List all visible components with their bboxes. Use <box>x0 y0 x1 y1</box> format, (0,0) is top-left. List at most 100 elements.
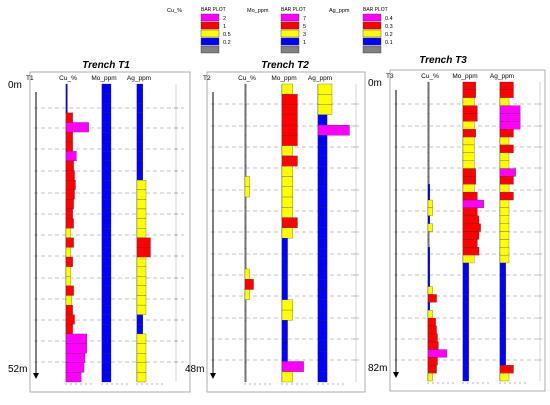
bar-segment <box>317 176 328 187</box>
bar-segment <box>136 112 143 123</box>
bar-segment <box>499 144 514 153</box>
bar-segment <box>499 81 514 90</box>
legend-value-label: 5 <box>303 24 306 30</box>
bar-segment <box>462 81 476 90</box>
bar-segment <box>427 97 430 106</box>
bar-segment <box>427 317 436 327</box>
bar-segment <box>499 231 510 240</box>
bar-segment <box>281 289 288 300</box>
bar-segment <box>462 270 469 279</box>
trench-panel-T2: Trench T2 T2 Cu_% Mo_ppm Ag_ppm 48m <box>185 60 366 393</box>
bar-segment <box>427 168 430 177</box>
bar-segment <box>462 341 469 350</box>
bar-segment <box>427 89 430 98</box>
column-header: Cu_% <box>59 75 77 82</box>
bar-segment <box>499 192 514 201</box>
bar-segment <box>427 192 431 201</box>
bar-segment <box>136 151 143 162</box>
bar-segment <box>317 351 328 362</box>
bar-segment <box>101 256 112 267</box>
bar-segment <box>244 196 247 208</box>
bar-segment <box>65 122 89 133</box>
bar-segment <box>462 223 481 232</box>
bar-segment <box>65 170 75 181</box>
column-header: Ag_ppm <box>127 75 151 82</box>
legend-variable-label: Cu_% <box>167 8 182 14</box>
bar-segment <box>281 258 288 270</box>
bar-segment <box>499 294 506 303</box>
bar-segment <box>101 151 112 162</box>
bar-segment <box>281 114 298 126</box>
bar-segment <box>281 371 293 383</box>
legend-value-label: 3 <box>303 32 306 38</box>
bar-segment <box>427 144 430 153</box>
bar-segment <box>427 373 433 382</box>
bar-segment <box>281 166 293 177</box>
bar-segment <box>65 141 73 152</box>
bar-segment <box>281 238 288 249</box>
legend-value-label: 0.3 <box>385 24 393 30</box>
bar-segment <box>462 302 469 311</box>
bar-segment <box>427 294 437 303</box>
bar-segment <box>427 215 431 224</box>
bar-segment <box>499 365 514 374</box>
bar-segment <box>101 333 112 344</box>
bar-segment <box>136 131 143 142</box>
legend-value-label: 0.5 <box>223 32 231 38</box>
bar-segment <box>65 304 73 315</box>
bar-segment <box>317 248 328 259</box>
legend-value-label: 1 <box>223 24 226 30</box>
legend-bar-plot-label: BAR PLOT <box>363 7 388 13</box>
bar-segment <box>462 160 475 169</box>
bar-segment <box>281 135 298 146</box>
bar-segment <box>281 299 293 311</box>
bar-segment <box>244 207 247 218</box>
bar-segment <box>499 184 510 193</box>
bar-segment <box>136 353 147 363</box>
bar-segment <box>136 304 147 315</box>
bar-segment <box>101 103 112 113</box>
bar-segment <box>65 247 71 258</box>
bar-segment <box>65 103 68 113</box>
bar-segment <box>499 113 521 122</box>
bar-segment <box>281 320 288 331</box>
bar-segment <box>317 361 328 372</box>
bar-segment <box>136 208 147 219</box>
bar-segment <box>427 113 430 122</box>
bar-segment <box>244 340 247 352</box>
bar-segment <box>136 333 147 344</box>
bar-segment <box>317 145 328 157</box>
bar-segment <box>244 299 247 311</box>
bar-segment <box>244 94 247 105</box>
legend-2: Ag_ppm BAR PLOT 0.4 0.3 0.2 0.1 <box>329 7 393 54</box>
depth-top-label: 0m <box>8 80 22 91</box>
bar-segment <box>136 218 147 229</box>
bar-segment <box>136 141 143 152</box>
bar-segment <box>427 278 431 287</box>
bar-segment <box>244 114 247 126</box>
bar-segment <box>427 341 439 350</box>
column-header: Ag_ppm <box>490 73 514 80</box>
depth-top-label: 0m <box>368 78 382 89</box>
bar-segment <box>499 262 506 271</box>
bar-segment <box>281 83 293 95</box>
column-header: Cu_% <box>421 73 439 80</box>
bar-segment <box>499 168 516 177</box>
legend-bar-plot-label: BAR PLOT <box>281 7 306 13</box>
bar-segment <box>65 228 71 238</box>
bar-segment <box>427 136 430 146</box>
bar-segment <box>317 227 328 239</box>
legend-swatch <box>280 45 300 54</box>
bar-segment <box>427 310 433 319</box>
bar-segment <box>281 186 293 198</box>
legend-variable-label: Mo_ppm <box>247 8 269 14</box>
bar-segment <box>462 152 475 161</box>
bar-segment <box>317 104 333 115</box>
bar-segment <box>499 270 506 279</box>
bar-segment <box>317 166 328 177</box>
bar-segment <box>136 103 143 113</box>
bar-segment <box>317 268 328 280</box>
bar-segment <box>499 357 506 366</box>
bar-segment <box>101 285 112 296</box>
bar-segment <box>244 176 250 187</box>
